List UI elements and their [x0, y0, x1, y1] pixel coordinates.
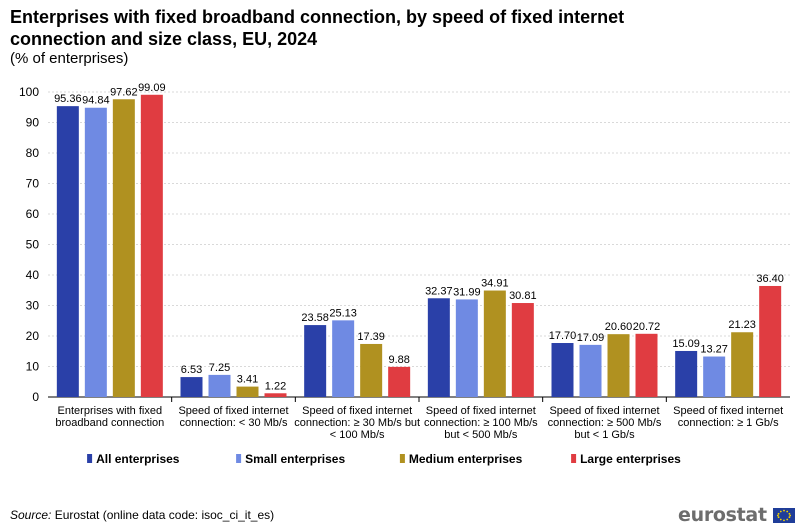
- y-tick-label: 100: [19, 85, 39, 99]
- bar: [703, 356, 726, 397]
- y-tick-label: 40: [26, 268, 40, 282]
- data-label: 6.53: [181, 364, 202, 376]
- source-label: Source:: [10, 508, 52, 522]
- data-label: 1.22: [265, 380, 286, 392]
- bar: [427, 298, 450, 397]
- bar: [635, 333, 658, 397]
- chart-subtitle: (% of enterprises): [10, 50, 129, 67]
- x-tick-label: Speed of fixed internet connection: ≥ 500…: [548, 405, 662, 441]
- bar: [579, 344, 602, 397]
- bar: [455, 299, 478, 397]
- bar: [332, 320, 355, 397]
- data-label: 7.25: [209, 362, 230, 374]
- data-label: 20.72: [633, 321, 661, 333]
- bar: [140, 94, 163, 397]
- data-label: 94.84: [82, 95, 110, 107]
- bar: [180, 377, 203, 397]
- bar: [208, 374, 231, 397]
- y-tick-label: 30: [26, 299, 40, 313]
- data-label: 13.27: [700, 344, 728, 356]
- x-tick-label: Speed of fixed internet connection: < 30 …: [178, 405, 288, 429]
- data-label: 9.88: [388, 354, 409, 366]
- chart-title: Enterprises with fixed broadband connect…: [10, 7, 625, 49]
- eurostat-logo: eurostat: [678, 504, 795, 526]
- data-label: 23.58: [301, 312, 329, 324]
- y-tick-label: 80: [26, 146, 40, 160]
- data-label: 32.37: [425, 285, 453, 297]
- x-tick-label: Speed of fixed internet connection: ≥ 30 …: [294, 405, 420, 441]
- y-tick-label: 10: [26, 360, 40, 374]
- eu-flag-icon: [772, 507, 795, 523]
- bar: [304, 325, 327, 397]
- y-tick-label: 20: [26, 329, 40, 343]
- data-label: 17.39: [357, 331, 385, 343]
- data-label: 3.41: [237, 374, 258, 386]
- data-label: 21.23: [728, 319, 756, 331]
- bar: [483, 290, 506, 397]
- data-label: 17.70: [549, 330, 577, 342]
- y-tick-label: 60: [26, 207, 40, 221]
- y-tick-label: 50: [26, 238, 40, 252]
- bar: [236, 386, 259, 397]
- data-label: 15.09: [672, 338, 700, 350]
- y-tick-label: 70: [26, 177, 40, 191]
- bar: [84, 107, 107, 397]
- bar: [511, 303, 534, 397]
- legend-label: Large enterprises: [580, 452, 681, 466]
- data-label: 34.91: [481, 278, 509, 290]
- y-tick-label: 90: [26, 116, 40, 130]
- y-tick-label: 0: [32, 390, 39, 404]
- bar: [607, 334, 630, 397]
- logo-text: eurostat: [678, 504, 767, 526]
- bar: [360, 343, 383, 397]
- data-label: 20.60: [605, 321, 633, 333]
- data-label: 25.13: [329, 307, 357, 319]
- bar: [759, 285, 782, 397]
- x-tick-label: Speed of fixed internet connection: ≥ 100…: [424, 405, 538, 441]
- bar: [112, 99, 135, 397]
- legend-label: Medium enterprises: [409, 452, 523, 466]
- legend-swatch: [571, 454, 577, 463]
- legend-swatch: [236, 454, 242, 463]
- x-tick-label: Enterprises with fixed broadband connecti…: [55, 405, 164, 429]
- data-label: 17.09: [577, 332, 605, 344]
- bar: [675, 350, 698, 397]
- data-label: 30.81: [509, 290, 537, 302]
- data-label: 95.36: [54, 93, 82, 105]
- legend-swatch: [87, 454, 93, 463]
- legend-label: All enterprises: [96, 452, 180, 466]
- x-tick-label: Speed of fixed internet connection: ≥ 1 G…: [673, 405, 783, 429]
- bar: [388, 366, 411, 397]
- legend-label: Small enterprises: [245, 452, 345, 466]
- bar: [551, 343, 574, 397]
- bar: [264, 393, 287, 397]
- data-label: 99.09: [138, 82, 166, 94]
- data-label: 36.40: [756, 273, 784, 285]
- data-label: 97.62: [110, 86, 138, 98]
- bar: [56, 106, 79, 397]
- legend-swatch: [399, 454, 405, 463]
- source-text: Eurostat (online data code: isoc_ci_it_e…: [51, 508, 275, 522]
- data-label: 31.99: [453, 286, 481, 298]
- source-note: Source: Eurostat (online data code: isoc…: [10, 508, 274, 522]
- bar: [731, 332, 754, 397]
